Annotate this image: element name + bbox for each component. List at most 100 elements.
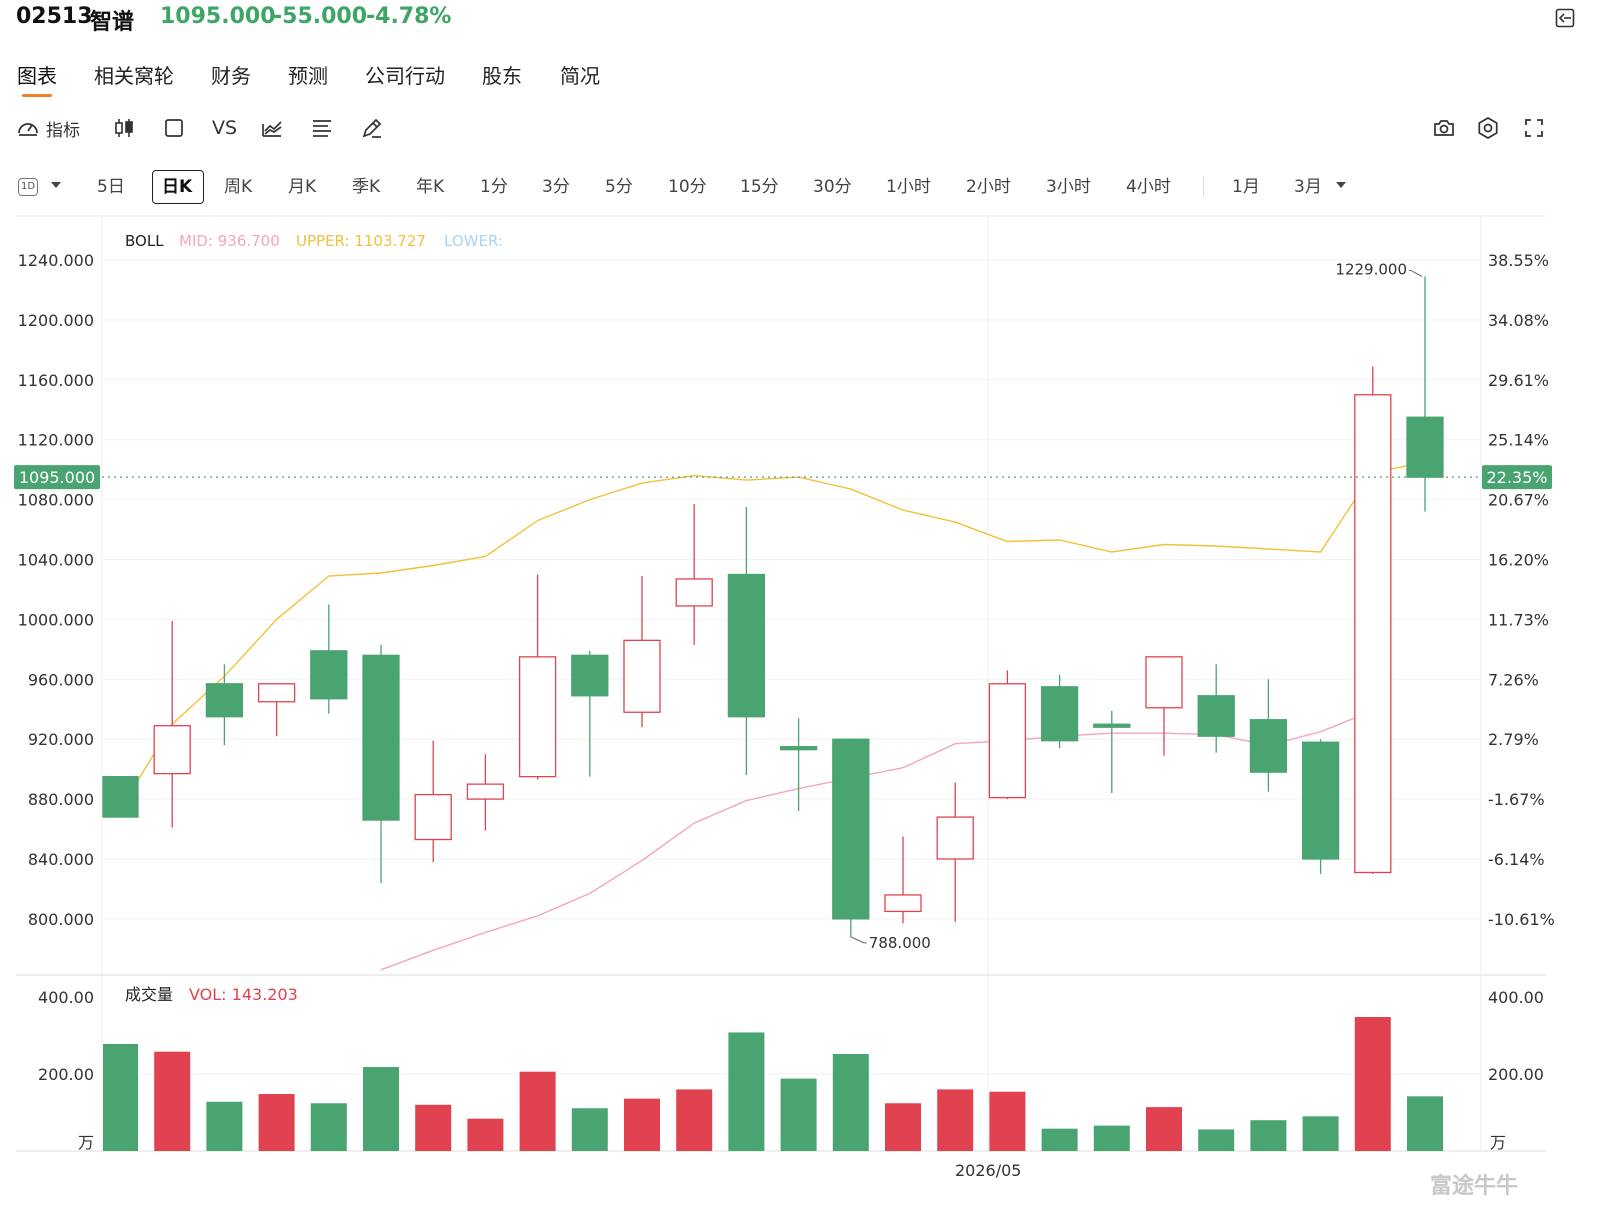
candlestick-icon[interactable] [112, 116, 136, 140]
y-axis-tick-label: 1240.000 [18, 251, 94, 270]
candlestick[interactable] [518, 574, 557, 780]
lines-icon[interactable] [310, 116, 334, 140]
candlestick[interactable] [205, 664, 244, 746]
period-quarter[interactable]: 季K [352, 177, 381, 197]
volume-bar[interactable] [363, 1067, 399, 1151]
volume-bar[interactable] [832, 1053, 869, 1151]
candlestick[interactable] [466, 754, 505, 831]
exit-fullscreen-icon[interactable] [1555, 8, 1575, 28]
volume-bar[interactable] [1198, 1129, 1235, 1151]
tab-shareholders[interactable]: 股东 [482, 64, 522, 88]
period-5d[interactable]: 5日 [97, 177, 125, 197]
period-5min[interactable]: 5分 [605, 177, 633, 197]
tab-warrants[interactable]: 相关窝轮 [94, 64, 174, 88]
period-week[interactable]: 周K [224, 177, 253, 197]
high-callout-label: 1229.000 [1335, 260, 1407, 278]
candlestick[interactable] [1040, 674, 1079, 749]
candlestick[interactable] [727, 507, 766, 776]
period-2h[interactable]: 2小时 [966, 177, 1011, 197]
candlestick[interactable] [102, 775, 139, 818]
x-axis-date-label: 2026/05 [955, 1161, 1021, 1180]
tab-finance[interactable]: 财务 [211, 64, 251, 88]
period-year[interactable]: 年K [416, 177, 445, 197]
period-10min[interactable]: 10分 [668, 177, 707, 197]
period-month[interactable]: 月K [288, 177, 317, 197]
volume-bar[interactable] [1407, 1096, 1443, 1151]
candlestick[interactable] [779, 718, 818, 812]
volume-bar[interactable] [154, 1051, 191, 1151]
volume-bar[interactable] [519, 1071, 556, 1151]
caret-down-icon[interactable] [50, 180, 62, 190]
candle-body [466, 783, 505, 800]
candlestick[interactable] [1354, 366, 1392, 874]
candlestick[interactable] [414, 740, 452, 862]
candlestick[interactable] [623, 575, 661, 728]
volume-bar[interactable] [571, 1108, 608, 1151]
volume-bar[interactable] [989, 1091, 1026, 1151]
candlestick[interactable] [1093, 710, 1131, 794]
indicator-button[interactable]: 指标 [16, 116, 80, 141]
candlestick[interactable] [936, 782, 974, 922]
candlestick[interactable] [884, 836, 922, 924]
range-3m[interactable]: 3月 [1294, 177, 1322, 197]
candlestick[interactable] [362, 644, 400, 883]
candlestick[interactable] [571, 650, 609, 777]
candlestick[interactable] [988, 670, 1027, 800]
volume-bar[interactable] [885, 1103, 921, 1151]
candlestick[interactable] [310, 604, 348, 714]
period-day[interactable]: 日K [162, 177, 193, 197]
gear-icon[interactable] [1476, 116, 1500, 140]
period-30min[interactable]: 30分 [813, 177, 852, 197]
candlestick[interactable] [1301, 739, 1340, 874]
price-change-percent: -4.78% [366, 4, 452, 29]
volume-bar[interactable] [1093, 1125, 1130, 1151]
volume-bar[interactable] [1146, 1107, 1182, 1151]
candlestick[interactable] [675, 504, 713, 645]
tab-corporate-actions[interactable]: 公司行动 [365, 64, 445, 88]
candlestick[interactable] [153, 620, 191, 828]
period-1h[interactable]: 1小时 [886, 177, 931, 197]
fullscreen-icon[interactable] [1522, 116, 1546, 140]
period-3h[interactable]: 3小时 [1046, 177, 1091, 197]
volume-bar[interactable] [206, 1101, 243, 1151]
candlestick[interactable] [1197, 664, 1235, 753]
candle-body [362, 654, 400, 821]
volume-bar[interactable] [103, 1043, 138, 1151]
candlestick[interactable] [1406, 276, 1444, 512]
range-caret-down-icon[interactable] [1335, 180, 1347, 190]
tab-chart[interactable]: 图表 [17, 64, 57, 88]
candlestick[interactable] [257, 683, 296, 737]
volume-bar[interactable] [258, 1094, 295, 1151]
volume-bar[interactable] [415, 1104, 452, 1151]
period-1min[interactable]: 1分 [480, 177, 508, 197]
volume-bar[interactable] [676, 1089, 713, 1151]
volume-bar[interactable] [1354, 1017, 1391, 1151]
candlestick[interactable] [1249, 679, 1288, 792]
volume-bar[interactable] [1250, 1120, 1287, 1151]
range-1m[interactable]: 1月 [1232, 177, 1260, 197]
period-4h[interactable]: 4小时 [1126, 177, 1171, 197]
camera-icon[interactable] [1432, 116, 1456, 140]
volume-bar[interactable] [937, 1089, 974, 1151]
volume-bar[interactable] [1302, 1116, 1339, 1151]
candlestick[interactable] [832, 738, 870, 937]
square-icon[interactable] [162, 116, 186, 140]
volume-bar[interactable] [728, 1032, 765, 1151]
period-15min[interactable]: 15分 [740, 177, 779, 197]
compare-button[interactable]: VS [212, 117, 238, 139]
candlestick[interactable] [1145, 656, 1183, 756]
candle-body [832, 738, 870, 920]
period-dropdown[interactable]: 1D [18, 178, 38, 196]
candle-body [1093, 723, 1131, 728]
tab-profile[interactable]: 简况 [560, 64, 600, 88]
period-3min[interactable]: 3分 [542, 177, 570, 197]
trend-icon[interactable] [260, 116, 284, 140]
volume-bar[interactable] [780, 1078, 817, 1151]
tab-forecast[interactable]: 预测 [288, 64, 328, 88]
volume-bar[interactable] [1041, 1128, 1078, 1151]
volume-bar[interactable] [467, 1118, 504, 1151]
volume-bar[interactable] [624, 1098, 660, 1151]
volume-bar[interactable] [310, 1103, 347, 1151]
pen-icon[interactable] [360, 116, 384, 140]
